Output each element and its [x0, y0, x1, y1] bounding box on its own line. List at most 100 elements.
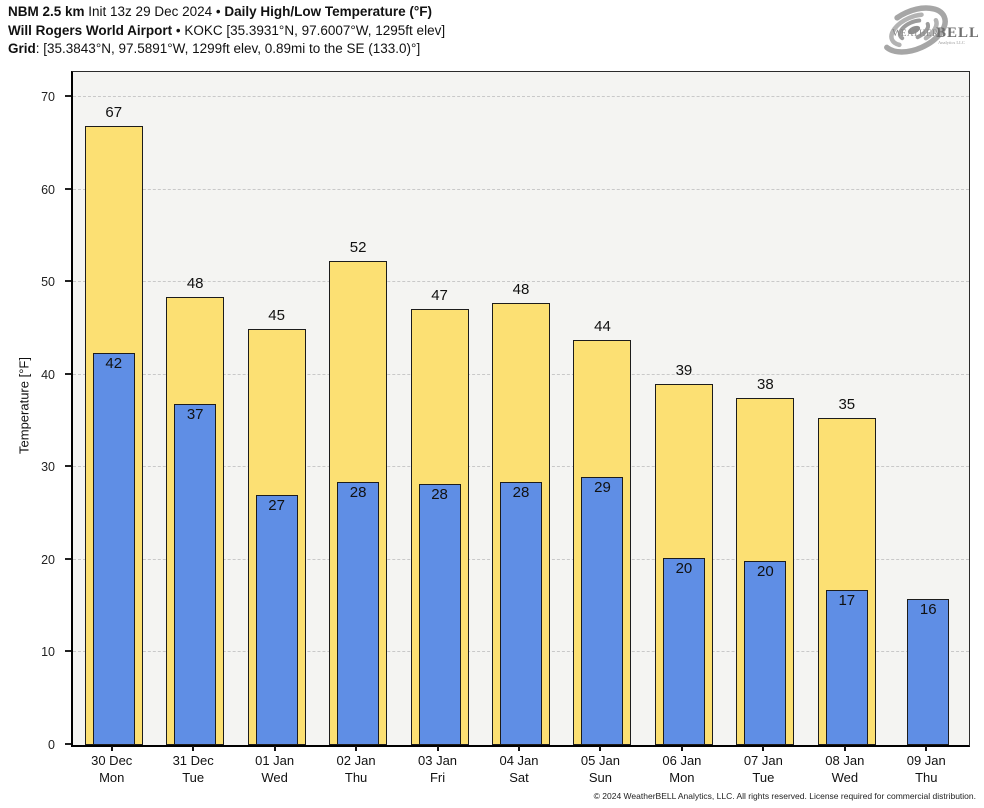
x-tick-label-day: Tue: [182, 770, 205, 785]
x-tick-label-date: 30 Dec: [91, 753, 133, 768]
init-time: Init 13z 29 Dec 2024 •: [84, 4, 225, 19]
y-tick-mark-20: [65, 557, 71, 560]
y-tick-label-50: 50: [41, 275, 55, 290]
x-tick-mark-2: [273, 746, 276, 751]
y-tick-mark-40: [65, 372, 71, 375]
high-value-label: 45: [268, 307, 285, 325]
low-value-label: 20: [675, 560, 693, 578]
gridline-70: [73, 96, 969, 97]
chart-title: Daily High/Low Temperature (°F): [224, 4, 433, 19]
x-tick-label-date: 02 Jan: [336, 753, 376, 768]
y-tick-mark-50: [65, 280, 71, 283]
high-value-label: 48: [186, 274, 204, 292]
x-axis: 30 Dec Mon 31 Dec Tue 01 Jan Wed 02 Jan Thu 03 J…: [71, 746, 967, 791]
x-tick-label: 30 Dec Mon: [72, 752, 152, 786]
model-name: NBM 2.5 km: [8, 4, 85, 19]
y-tick-mark-60: [65, 187, 71, 190]
x-tick-label-day: Wed: [261, 770, 288, 785]
x-tick-label-date: 04 Jan: [499, 753, 539, 768]
low-bar: 28: [418, 483, 461, 745]
x-tick-label: 08 Jan Wed: [805, 752, 885, 786]
x-tick-label: 05 Jan Sun: [560, 752, 640, 786]
x-tick-label: 02 Jan Thu: [316, 752, 396, 786]
y-axis: 0 10 20 30 40 50 60 70: [0, 71, 71, 752]
x-tick-label: 01 Jan Wed: [235, 752, 315, 786]
y-tick-mark-70: [65, 95, 71, 97]
x-tick-label-date: 03 Jan: [418, 753, 458, 768]
y-axis-title: Temperature [°F]: [16, 357, 32, 454]
logo-text-analytics: Analytics LLC: [938, 40, 965, 45]
y-tick-label-60: 60: [41, 182, 55, 197]
x-tick-mark-0: [110, 746, 113, 751]
y-tick-label-0: 0: [48, 738, 55, 752]
x-tick-label-day: Mon: [99, 770, 125, 785]
low-bar: 27: [255, 495, 298, 745]
x-tick-label-date: 01 Jan: [255, 753, 295, 768]
x-tick-mark-5: [518, 746, 520, 751]
low-value-label: 28: [349, 484, 367, 502]
x-tick-mark-10: [925, 746, 928, 751]
x-tick-label-date: 07 Jan: [743, 753, 783, 768]
high-value-label: 39: [675, 361, 693, 379]
low-value-label: 27: [268, 497, 285, 515]
x-tick-label-day: Fri: [429, 770, 446, 785]
logo-text-bell: BELL: [936, 25, 978, 41]
low-bar: 42: [92, 352, 135, 745]
x-tick-label-day: Thu: [344, 770, 368, 785]
x-tick-label-day: Sun: [588, 770, 613, 785]
y-tick-mark-0: [65, 743, 71, 745]
low-bar: 20: [744, 560, 787, 745]
x-tick-mark-7: [680, 746, 683, 751]
station-coords: • KOKC [35.3931°N, 97.6007°W, 1295ft ele…: [172, 22, 446, 38]
y-tick-mark-30: [65, 465, 71, 468]
y-tick-label-40: 40: [41, 367, 55, 382]
header-line-3: Grid: [35.3843°N, 97.5891°W, 1299ft elev…: [8, 40, 445, 59]
low-value-label: 29: [594, 478, 611, 496]
x-tick-mark-8: [762, 746, 765, 751]
hurricane-swirl-icon: W EATHER BELL Analytics LLC: [880, 5, 979, 55]
high-value-label: 67: [105, 103, 123, 121]
x-tick-label: 06 Jan Mon: [642, 752, 722, 786]
station-name: Will Rogers World Airport: [8, 22, 173, 38]
gridline-60: [73, 188, 969, 190]
high-value-label: 52: [349, 238, 367, 256]
header-line-2: Will Rogers World Airport • KOKC [35.393…: [8, 22, 445, 41]
low-bar: 20: [662, 558, 705, 745]
x-tick-label: 07 Jan Tue: [723, 752, 803, 786]
low-value-label: 37: [186, 406, 204, 424]
low-value-label: 28: [431, 485, 448, 503]
low-bar: 28: [500, 482, 542, 745]
x-tick-label-day: Wed: [831, 770, 859, 785]
x-tick-mark-3: [355, 746, 358, 751]
low-value-label: 28: [512, 484, 530, 502]
high-value-label: 44: [594, 317, 611, 335]
x-tick-label-day: Thu: [915, 770, 938, 785]
low-value-label: 17: [838, 592, 856, 610]
x-tick-label-date: 05 Jan: [580, 753, 620, 768]
gridline-50: [73, 281, 969, 283]
logo-text-weather-rest: EATHER: [901, 28, 939, 38]
header-line-1: NBM 2.5 km Init 13z 29 Dec 2024 • Daily …: [8, 3, 445, 22]
high-value-label: 38: [757, 375, 774, 393]
x-tick-label: 04 Jan Sat: [479, 752, 559, 786]
x-tick-mark-6: [599, 746, 602, 751]
logo-text-weather: W: [892, 27, 903, 39]
low-bar: 29: [581, 476, 624, 745]
copyright-notice: © 2024 WeatherBELL Analytics, LLC. All r…: [593, 791, 976, 801]
low-value-label: 42: [105, 354, 123, 372]
high-value-label: 48: [512, 280, 530, 298]
y-tick-label-70: 70: [41, 90, 55, 104]
low-bar: 17: [825, 590, 868, 745]
low-value-label: 20: [757, 562, 774, 580]
x-tick-label-day: Mon: [669, 770, 695, 785]
x-tick-mark-1: [192, 746, 195, 751]
x-tick-label-date: 09 Jan: [906, 753, 946, 768]
x-tick-label: 31 Dec Tue: [153, 752, 233, 786]
weatherbell-logo: W EATHER BELL Analytics LLC: [866, 2, 979, 58]
y-tick-label-20: 20: [41, 552, 55, 567]
y-tick-label-30: 30: [41, 460, 55, 475]
high-value-label: 47: [431, 287, 448, 304]
grid-coords: : [35.3843°N, 97.5891°W, 1299ft elev, 0.…: [35, 41, 421, 56]
chart-header: NBM 2.5 km Init 13z 29 Dec 2024 • Daily …: [8, 3, 445, 59]
